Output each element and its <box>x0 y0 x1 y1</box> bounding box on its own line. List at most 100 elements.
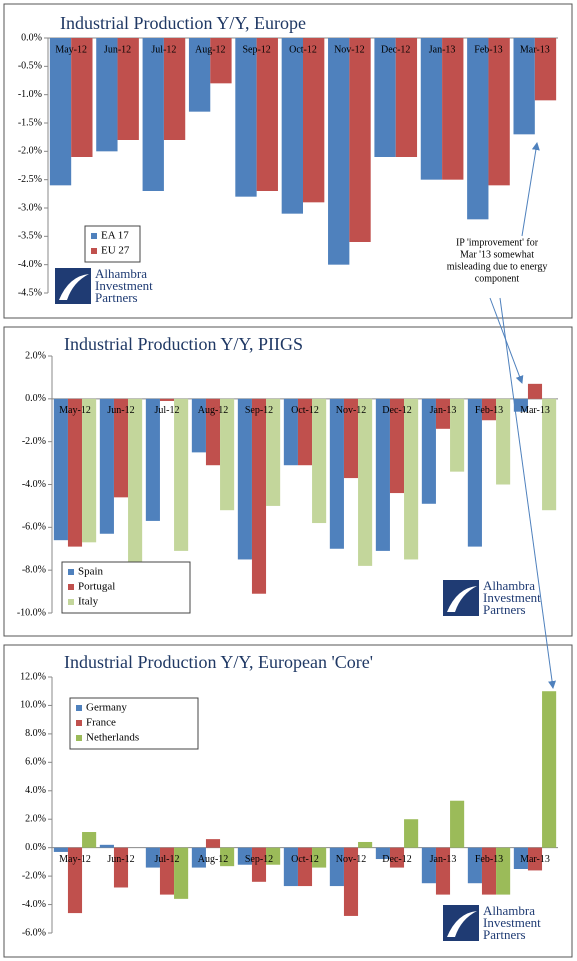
legend-swatch <box>76 720 82 726</box>
x-tick-label: May-12 <box>59 854 91 865</box>
x-tick-label: Aug-12 <box>195 44 226 55</box>
bar <box>328 38 350 265</box>
legend-swatch <box>68 584 74 590</box>
bar <box>283 398 298 466</box>
logo-text: Investment <box>483 590 541 605</box>
x-tick-label: May-12 <box>59 405 91 416</box>
logo-swoosh <box>447 911 477 937</box>
bar <box>67 398 83 547</box>
x-tick-label: Jul-12 <box>151 44 176 55</box>
legend-label: France <box>86 717 116 729</box>
bar <box>435 398 451 429</box>
x-tick-label: Dec-12 <box>382 854 411 865</box>
legend-label: Portugal <box>78 581 115 593</box>
bar <box>481 398 497 421</box>
x-tick-label: Mar-13 <box>520 44 550 55</box>
bar <box>329 398 344 549</box>
y-tick-label: 10.0% <box>20 700 46 711</box>
bar <box>343 398 359 479</box>
bar <box>53 398 68 541</box>
y-tick-label: -1.5% <box>18 117 42 128</box>
bar <box>191 847 206 868</box>
bar <box>266 847 281 865</box>
x-tick-label: Feb-13 <box>474 44 502 55</box>
x-tick-label: Jun-12 <box>104 44 131 55</box>
bar <box>312 398 327 524</box>
charts: Industrial Production Y/Y, Europe 0.0% -0.… <box>17 13 558 942</box>
bar <box>467 398 482 547</box>
bar <box>237 847 252 865</box>
legend-swatch <box>68 569 74 575</box>
x-tick-label: Nov-12 <box>336 854 367 865</box>
y-tick-label: -0.5% <box>18 61 42 72</box>
bar <box>450 800 465 848</box>
y-tick-label: -4.5% <box>18 287 42 298</box>
annotation: misleading due to energy <box>447 261 548 272</box>
bar <box>435 847 451 895</box>
bar <box>404 819 419 848</box>
bar <box>117 38 139 140</box>
bar <box>256 38 278 191</box>
bar <box>349 38 371 242</box>
y-tick-label: 12.0% <box>20 671 46 682</box>
bar <box>513 38 535 135</box>
legend-label: Netherlands <box>86 732 139 744</box>
arrow <box>521 142 540 237</box>
chart-title: Industrial Production Y/Y, PIIGS <box>64 334 303 354</box>
bar <box>49 38 72 186</box>
bar <box>542 398 557 511</box>
x-tick-label: Mar-13 <box>520 854 550 865</box>
bar <box>513 398 528 412</box>
y-tick-label: -2.0% <box>18 146 42 157</box>
bar <box>421 847 436 884</box>
y-tick-label: 0.0% <box>21 32 42 43</box>
x-tick-label: Dec-12 <box>382 405 411 416</box>
x-tick-label: May-12 <box>55 44 87 55</box>
bar <box>145 847 160 868</box>
logo-text: Partners <box>95 290 138 305</box>
bar <box>113 398 129 498</box>
bar <box>481 847 497 895</box>
y-tick-label: 0.0% <box>25 393 46 404</box>
logo-text: Investment <box>483 915 541 930</box>
legend-label: Spain <box>78 566 104 578</box>
bar <box>395 38 418 157</box>
bar <box>82 832 97 848</box>
legend-swatch <box>76 705 82 711</box>
logo-text: Partners <box>483 927 526 942</box>
bar <box>374 38 396 157</box>
x-tick-label: Jan-13 <box>430 854 457 865</box>
y-tick-label: -6.0% <box>22 522 46 533</box>
bar <box>442 38 464 180</box>
bar <box>96 38 118 152</box>
bar <box>251 847 267 882</box>
y-tick-label: -1.0% <box>18 89 42 100</box>
legend-box <box>61 561 191 614</box>
x-tick-label: Feb-13 <box>475 854 503 865</box>
bar <box>450 398 465 472</box>
bar <box>297 847 313 887</box>
y-tick-label: -3.5% <box>18 231 42 242</box>
bar <box>113 847 129 888</box>
bar <box>220 847 235 867</box>
bar <box>205 398 221 466</box>
bar <box>174 398 189 551</box>
bar <box>191 398 206 453</box>
logo-text: Alhambra <box>483 903 535 918</box>
bar <box>251 398 267 594</box>
x-tick-label: Feb-13 <box>475 405 503 416</box>
bar <box>421 398 436 504</box>
x-tick-label: Dec-12 <box>381 44 410 55</box>
x-tick-label: Jan-13 <box>429 44 456 55</box>
logo-swoosh <box>447 586 477 612</box>
bar <box>188 38 211 112</box>
bar <box>281 38 303 214</box>
bar <box>174 847 189 899</box>
y-tick-label: 8.0% <box>25 728 46 739</box>
y-tick-label: 2.0% <box>25 814 46 825</box>
bar <box>99 844 114 848</box>
legend-box <box>84 225 141 263</box>
bar <box>375 847 390 860</box>
bar <box>297 398 313 466</box>
